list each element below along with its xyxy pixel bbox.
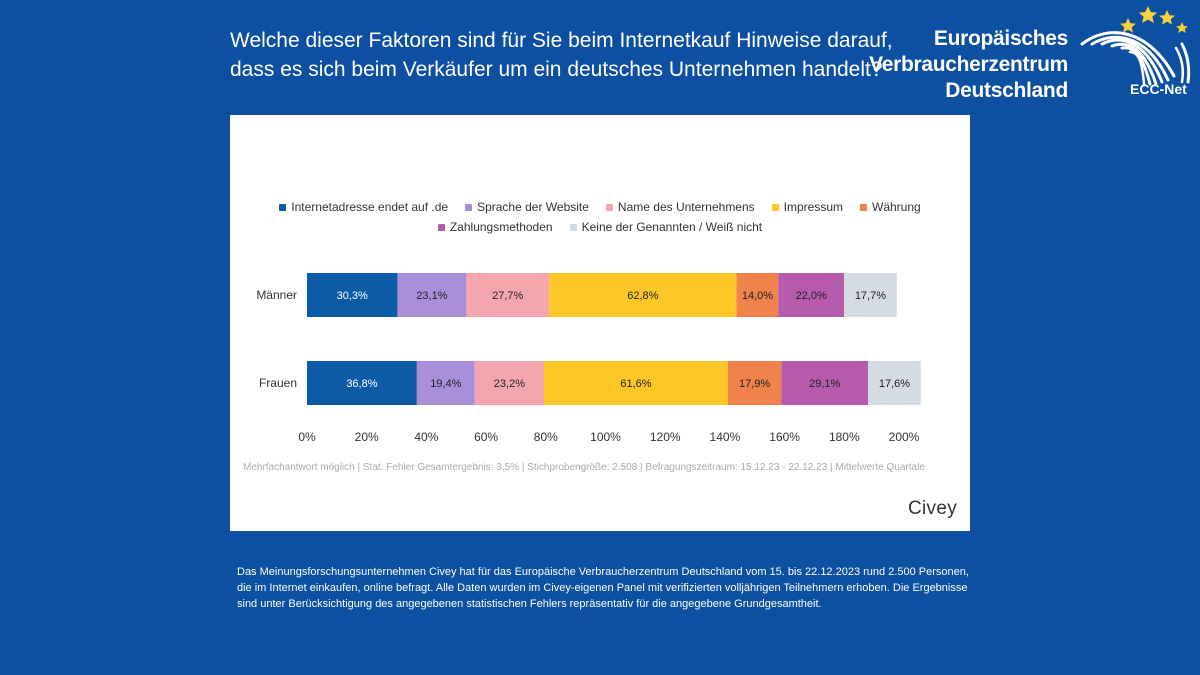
x-tick-label: 40% (414, 430, 438, 444)
x-tick-label: 0% (298, 430, 316, 444)
legend-swatch (437, 223, 445, 231)
bar-segment (549, 273, 737, 317)
bar-segment (868, 361, 921, 405)
bar-segment (778, 273, 845, 317)
question-line-1: Welche dieser Faktoren sind für Sie beim… (230, 29, 893, 52)
chart-question: Welche dieser Faktoren sind für Sie beim… (230, 26, 893, 84)
x-tick-label: 140% (710, 430, 741, 444)
x-tick-label: 160% (769, 430, 800, 444)
data-label: 36,8% (346, 378, 377, 390)
data-label: 30,3% (337, 290, 368, 302)
bar-segment (844, 273, 897, 317)
legend-label: Sprache der Website (477, 200, 589, 214)
civey-logo: Civey (907, 498, 957, 519)
data-label: 27,7% (492, 290, 523, 302)
legend-label: Internetadresse endet auf .de (291, 200, 449, 214)
logo-text: ECC-Net (1130, 81, 1187, 97)
bar-segment (736, 273, 779, 317)
legend-item: Sprache der Website (465, 200, 589, 214)
category-label: Männer (256, 288, 297, 302)
legend-label: Währung (872, 200, 921, 214)
legend-item: Impressum (771, 200, 843, 214)
chart-card: Männer 30,3% 23,1% 27,7% 62,8% 14,0% 22,0% 17,7… (230, 115, 970, 531)
data-label: 17,9% (739, 378, 770, 390)
data-label: 61,6% (620, 378, 651, 390)
bar-segment (781, 361, 869, 405)
legend-swatch (465, 203, 473, 211)
x-tick-label: 60% (474, 430, 498, 444)
bar-segment (397, 273, 467, 317)
category-label: Frauen (259, 376, 297, 390)
data-label: 23,1% (416, 290, 447, 302)
data-label: 62,8% (627, 290, 658, 302)
bar-segment (466, 273, 550, 317)
ecc-net-logo-icon (1080, 6, 1191, 86)
x-tick-label: 180% (829, 430, 860, 444)
chart-legend: Internetadresse endet auf .de Sprache der… (230, 197, 970, 237)
bar-segment (416, 361, 475, 405)
legend-label: Impressum (783, 200, 843, 214)
data-label: 14,0% (742, 290, 773, 302)
brand-line-1: Europäisches (933, 27, 1068, 50)
bar-segment (307, 273, 398, 317)
legend-item: Name des Unternehmens (605, 200, 755, 214)
data-label: 23,2% (494, 378, 525, 390)
legend-item: Zahlungsmethoden (437, 220, 553, 234)
bar-segment (474, 361, 545, 405)
x-tick-label: 20% (355, 430, 379, 444)
brand-name: Europäisches Verbraucherzentrum Deutschl… (860, 26, 1068, 104)
legend-label: Name des Unternehmens (617, 200, 755, 214)
legend-item: Währung (860, 200, 921, 214)
x-tick-label: 100% (590, 430, 621, 444)
legend-swatch (771, 203, 779, 211)
x-tick-label: 120% (650, 430, 681, 444)
chart-plot: Männer 30,3% 23,1% 27,7% 62,8% 14,0% 22,0% 17,7… (256, 273, 921, 444)
data-label: 22,0% (796, 290, 827, 302)
survey-description: Das Meinungsforschungsunternehmen Civey … (237, 566, 969, 610)
question-line-2: dass es sich beim Verkäufer um ein deuts… (230, 58, 883, 81)
legend-swatch (605, 203, 613, 211)
legend-label: Zahlungsmethoden (449, 220, 553, 234)
legend-row: Zahlungsmethoden Keine der Genannten / We… (230, 217, 970, 237)
x-tick-label: 80% (534, 430, 558, 444)
legend-swatch (569, 223, 577, 231)
data-label: 19,4% (430, 378, 461, 390)
brand-line-2: Verbraucherzentrum (869, 53, 1068, 76)
legend-item: Keine der Genannten / Weiß nicht (569, 220, 763, 234)
chart-footnote: Mehrfachantwort möglich | Stat. Fehler G… (243, 462, 925, 473)
data-label: 17,6% (879, 378, 910, 390)
bar-segment (727, 361, 782, 405)
data-label: 29,1% (809, 378, 840, 390)
data-label: 17,7% (855, 290, 886, 302)
brand-line-3: Deutschland (945, 79, 1068, 102)
legend-item: Internetadresse endet auf .de (279, 200, 448, 214)
legend-swatch (860, 203, 867, 211)
bar-segment (544, 361, 728, 405)
legend-label: Keine der Genannten / Weiß nicht (581, 220, 763, 234)
x-tick-label: 200% (889, 430, 920, 444)
legend-row: Internetadresse endet auf .de Sprache der… (230, 197, 970, 217)
bar-segment (307, 361, 417, 405)
legend-swatch (279, 203, 287, 211)
